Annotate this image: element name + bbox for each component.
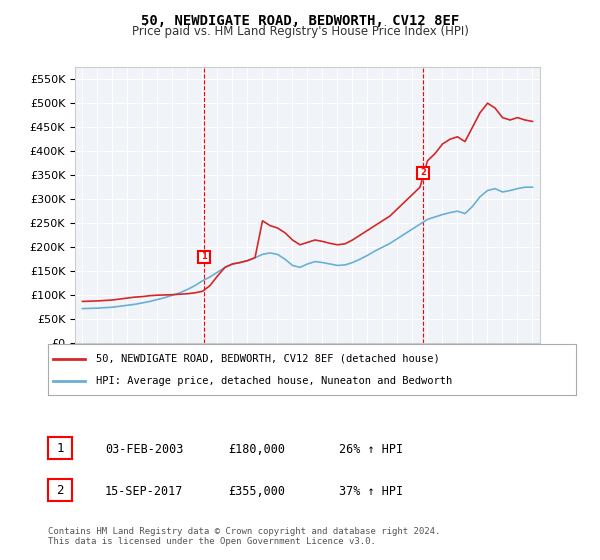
Text: 2: 2 (56, 483, 64, 497)
Text: £355,000: £355,000 (228, 485, 285, 498)
Text: 37% ↑ HPI: 37% ↑ HPI (339, 485, 403, 498)
Text: £180,000: £180,000 (228, 443, 285, 456)
Text: 1: 1 (201, 252, 207, 262)
Text: 50, NEWDIGATE ROAD, BEDWORTH, CV12 8EF (detached house): 50, NEWDIGATE ROAD, BEDWORTH, CV12 8EF (… (95, 353, 439, 363)
Text: 2: 2 (420, 169, 426, 178)
Text: 50, NEWDIGATE ROAD, BEDWORTH, CV12 8EF: 50, NEWDIGATE ROAD, BEDWORTH, CV12 8EF (141, 14, 459, 28)
Text: 26% ↑ HPI: 26% ↑ HPI (339, 443, 403, 456)
Text: 03-FEB-2003: 03-FEB-2003 (105, 443, 184, 456)
Text: Price paid vs. HM Land Registry's House Price Index (HPI): Price paid vs. HM Land Registry's House … (131, 25, 469, 38)
Text: Contains HM Land Registry data © Crown copyright and database right 2024.
This d: Contains HM Land Registry data © Crown c… (48, 526, 440, 546)
Text: 15-SEP-2017: 15-SEP-2017 (105, 485, 184, 498)
Text: HPI: Average price, detached house, Nuneaton and Bedworth: HPI: Average price, detached house, Nune… (95, 376, 452, 386)
Text: 1: 1 (56, 441, 64, 455)
